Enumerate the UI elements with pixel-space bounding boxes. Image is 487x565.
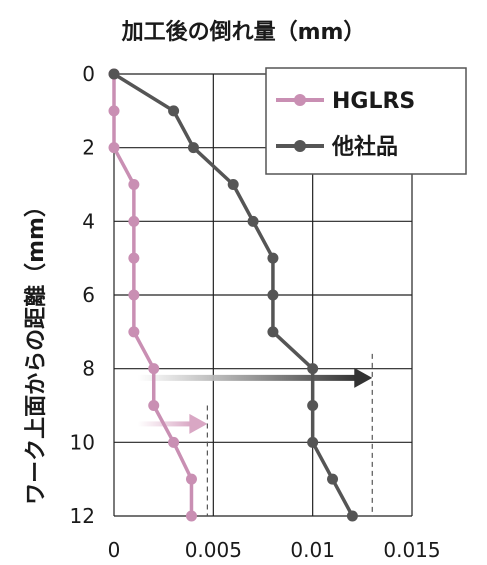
legend-other-label: 他社品 <box>331 134 398 160</box>
data-point-s0-3 <box>128 179 140 190</box>
annotation-arrowhead-0 <box>354 367 373 388</box>
data-point-s1-6 <box>267 289 279 301</box>
data-point-s1-2 <box>187 142 199 154</box>
y-tick-label-1: 2 <box>82 136 95 160</box>
data-point-s0-2 <box>108 142 120 154</box>
data-point-s1-7 <box>267 326 279 338</box>
legend-hglrs-label: HGLRS <box>332 89 415 114</box>
data-point-s0-4 <box>128 215 140 227</box>
data-point-s1-0 <box>108 68 120 80</box>
x-tick-label-0: 0 <box>108 538 121 562</box>
data-point-s1-10 <box>307 436 319 448</box>
x-tick-label-2: 0.01 <box>290 538 335 562</box>
chart-title: 加工後の倒れ量（mm） <box>121 20 366 45</box>
legend-other-marker <box>294 140 306 152</box>
data-point-s0-10 <box>168 436 180 448</box>
annotation-arrowhead-1 <box>189 413 208 434</box>
annotations <box>137 353 373 516</box>
data-point-s1-12 <box>346 510 358 522</box>
data-point-s1-8 <box>307 363 319 375</box>
data-point-s0-7 <box>128 326 140 338</box>
data-point-s1-11 <box>327 473 339 485</box>
x-tick-label-1: 0.005 <box>185 538 242 562</box>
data-point-s0-12 <box>185 510 197 522</box>
data-point-s0-5 <box>128 252 140 264</box>
data-point-s1-3 <box>227 179 239 190</box>
data-point-s1-9 <box>307 400 319 411</box>
legend-box <box>265 67 467 175</box>
y-tick-label-6: 12 <box>70 504 95 528</box>
y-tick-label-2: 4 <box>82 209 95 233</box>
data-point-s0-8 <box>148 363 160 375</box>
legend-hglrs-marker <box>294 94 306 106</box>
y-tick-label-3: 6 <box>82 283 95 307</box>
y-tick-label-5: 10 <box>70 430 95 454</box>
data-point-s0-1 <box>108 105 120 117</box>
data-point-s1-5 <box>267 252 279 264</box>
data-point-s1-4 <box>247 215 259 227</box>
y-tick-label-4: 8 <box>82 357 95 381</box>
series-group <box>108 68 358 522</box>
annotation-arrow-shaft-0 <box>137 374 357 381</box>
data-point-s1-1 <box>168 105 180 117</box>
data-point-s0-11 <box>185 473 197 485</box>
y-tick-label-0: 0 <box>82 62 95 86</box>
data-point-s0-9 <box>148 400 160 411</box>
tick-labels: 0 0.005 0.01 0.015 0 2 4 6 8 10 12 <box>70 62 441 562</box>
legend: HGLRS 他社品 <box>265 67 467 175</box>
data-point-s0-6 <box>128 289 140 301</box>
x-tick-label-3: 0.015 <box>383 538 440 562</box>
